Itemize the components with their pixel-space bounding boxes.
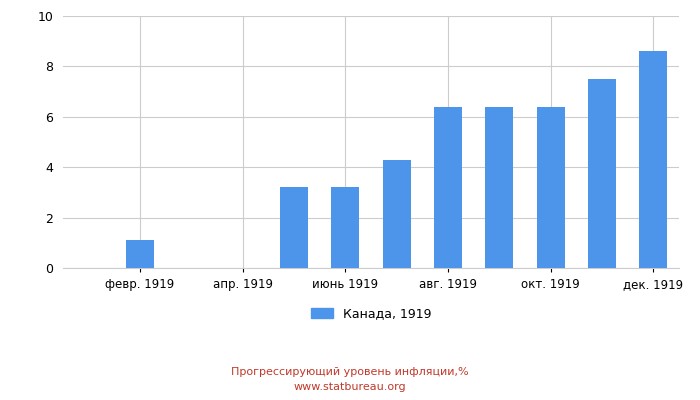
Bar	[382, 160, 411, 268]
Bar	[485, 107, 513, 268]
Text: Прогрессирующий уровень инфляции,%
www.statbureau.org: Прогрессирующий уровень инфляции,% www.s…	[231, 367, 469, 392]
Bar	[434, 107, 462, 268]
Bar	[126, 240, 154, 268]
Legend: Канада, 1919: Канада, 1919	[311, 307, 431, 320]
Bar	[588, 79, 616, 268]
Bar	[639, 51, 667, 268]
Bar	[331, 187, 360, 268]
Bar	[280, 187, 308, 268]
Bar	[536, 107, 565, 268]
